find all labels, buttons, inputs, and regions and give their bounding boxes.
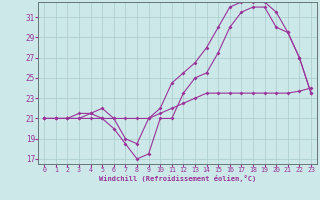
X-axis label: Windchill (Refroidissement éolien,°C): Windchill (Refroidissement éolien,°C): [99, 175, 256, 182]
